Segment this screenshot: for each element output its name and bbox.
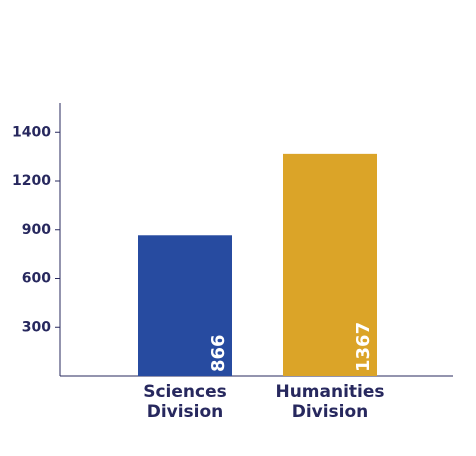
y-tick-label: 600 [22,271,51,287]
y-tick-label: 900 [22,222,51,238]
x-tick-label: Sciences Division [143,382,227,422]
bar [138,235,232,376]
bar [283,153,377,376]
value-label: 1367 [353,322,374,372]
y-tick-label: 300 [22,319,51,335]
y-tick-label: 1200 [12,173,51,189]
y-tick-label: 1400 [12,124,51,140]
value-label: 866 [208,334,229,372]
x-tick-label: Humanities Division [275,382,385,422]
